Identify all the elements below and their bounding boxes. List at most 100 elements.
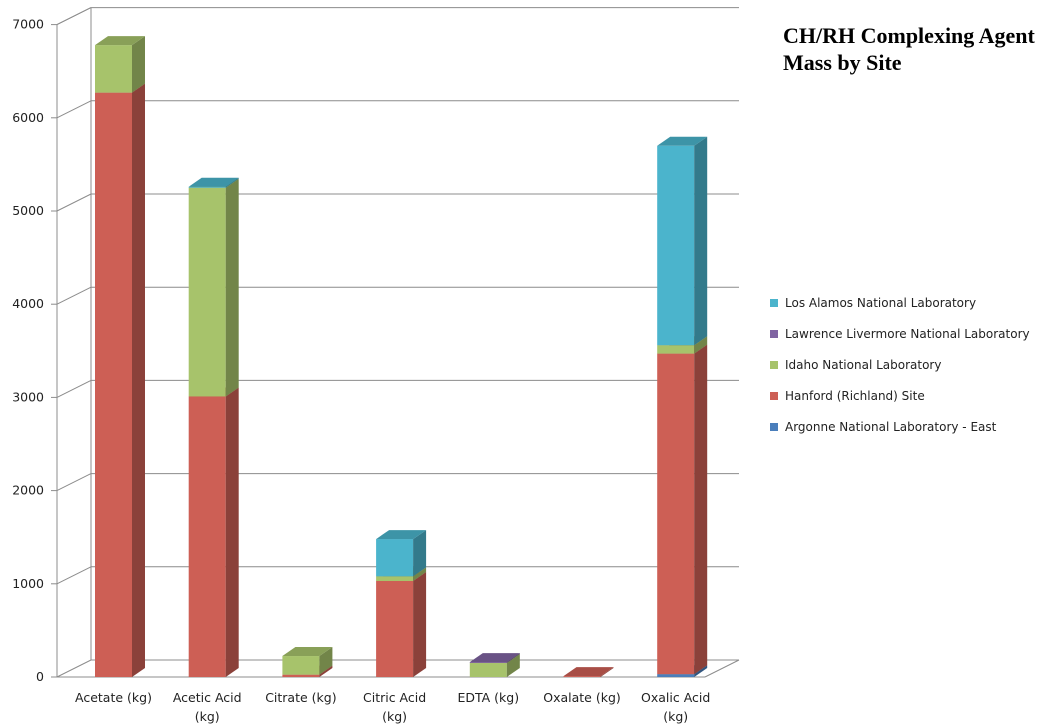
- bar-front: [188, 396, 226, 677]
- x-tick-labels: Acetate (kg) Acetic Acid (kg) Citrate (kg) C…: [75, 690, 710, 724]
- bar-side: [506, 653, 520, 664]
- bar-side: [225, 177, 239, 188]
- gridline-depth: [56, 193, 92, 212]
- x-tick-label: Acetate (kg): [75, 690, 152, 705]
- legend-label: Argonne National Laboratory - East: [785, 419, 997, 434]
- x-tick-label: Acetic Acid (kg): [173, 690, 242, 724]
- x-tick-label: Oxalic Acid (kg): [641, 690, 710, 724]
- legend-label: Idaho National Laboratory: [785, 357, 942, 372]
- bar-segment: [188, 387, 239, 677]
- bar-front: [95, 92, 132, 678]
- y-tick-label: 4000: [12, 296, 44, 311]
- bar-front: [376, 576, 414, 582]
- bar-front: [657, 353, 695, 675]
- bar-side: [506, 654, 520, 677]
- bar-segment: [95, 36, 145, 93]
- bar-side: [694, 336, 708, 354]
- chart-title: CH/RH Complexing Agent Mass by Site: [783, 23, 1035, 75]
- bar-front: [657, 674, 695, 677]
- legend-item: Hanford (Richland) Site: [770, 380, 1030, 411]
- y-tick-label: 5000: [12, 203, 44, 218]
- bar-side: [694, 665, 708, 677]
- bar-front: [188, 186, 226, 188]
- y-tick-labels: 0 1000 2000 3000 4000 5000 6000 7000: [12, 17, 44, 684]
- bar-side: [225, 387, 239, 677]
- y-axis-depth: [56, 7, 92, 26]
- bar-segment: [657, 344, 708, 675]
- bar-side: [413, 567, 427, 582]
- bar-front: [282, 674, 320, 677]
- bar-top: [469, 653, 520, 663]
- bar-top: [282, 647, 333, 657]
- y-tick-label: 0: [36, 669, 44, 684]
- bar-front: [282, 656, 320, 675]
- bar-segment: [657, 136, 708, 346]
- bar-front: [657, 345, 695, 354]
- bar-segment: [188, 177, 239, 188]
- legend-item: Argonne National Laboratory - East: [770, 411, 1030, 442]
- x-tick-line: Citrate (kg): [265, 690, 336, 705]
- x-tick-line: (kg): [195, 709, 220, 724]
- x-tick-line: Acetic Acid: [173, 690, 242, 705]
- x-tick-line: (kg): [663, 709, 688, 724]
- floor-depth-left: [56, 659, 92, 678]
- legend: Los Alamos National Laboratory Lawrence L…: [770, 287, 1030, 442]
- gridlines: [56, 7, 739, 585]
- y-tick-label: 6000: [12, 110, 44, 125]
- bar-front: [657, 145, 695, 346]
- bar-front: [469, 663, 507, 677]
- legend-item: Los Alamos National Laboratory: [770, 287, 1030, 318]
- bar-top: [657, 136, 708, 146]
- gridline-depth: [56, 566, 92, 585]
- legend-swatch: [770, 391, 778, 400]
- legend-label: Lawrence Livermore National Laboratory: [785, 326, 1030, 341]
- legend-swatch: [770, 360, 778, 369]
- bar-segment: [188, 178, 239, 397]
- x-tick-label: Citric Acid (kg): [363, 690, 426, 724]
- legend-item: Idaho National Laboratory: [770, 349, 1030, 380]
- bar-top: [376, 530, 427, 540]
- legend-item: Lawrence Livermore National Laboratory: [770, 318, 1030, 349]
- bar-side: [413, 572, 427, 677]
- bar-segment: [95, 83, 145, 678]
- bar-side: [132, 83, 145, 678]
- bar-top: [563, 667, 614, 677]
- gridline-depth: [56, 473, 92, 492]
- bar-side: [132, 36, 145, 93]
- gridline-depth: [56, 100, 92, 119]
- y-tick-label: 2000: [12, 483, 44, 498]
- legend-swatch: [770, 298, 778, 307]
- x-tick-label: Oxalate (kg): [543, 690, 621, 705]
- gridline-depth: [56, 286, 92, 305]
- x-tick-line: (kg): [382, 709, 407, 724]
- bar-side: [694, 344, 708, 675]
- legend-label: Hanford (Richland) Site: [785, 388, 925, 403]
- bar-top: [188, 177, 239, 187]
- legend-swatch: [770, 329, 778, 338]
- x-tick-label: Citrate (kg): [265, 690, 336, 705]
- bar-segment: [376, 572, 427, 677]
- bar-side: [694, 136, 708, 346]
- bar-front: [563, 676, 601, 677]
- legend-label: Los Alamos National Laboratory: [785, 295, 977, 310]
- bar-side: [413, 530, 427, 577]
- y-tick-label: 1000: [12, 576, 44, 591]
- gridline-depth: [56, 379, 92, 398]
- bar-top: [95, 36, 145, 46]
- bar-front: [376, 539, 414, 577]
- x-tick-line: Oxalic Acid: [641, 690, 710, 705]
- x-tick-line: Citric Acid: [363, 690, 426, 705]
- bar-side: [225, 178, 239, 397]
- y-tick-label: 7000: [12, 17, 44, 32]
- bar-front: [376, 581, 414, 677]
- bar-segment: [376, 530, 427, 577]
- bar-segment: [282, 647, 333, 675]
- x-tick-line: EDTA (kg): [457, 690, 519, 705]
- bar-front: [188, 187, 226, 397]
- x-tick-label: EDTA (kg): [457, 690, 519, 705]
- y-tick-label: 3000: [12, 389, 44, 404]
- bar-side: [319, 647, 333, 675]
- bars: [95, 36, 708, 678]
- legend-swatch: [770, 422, 778, 431]
